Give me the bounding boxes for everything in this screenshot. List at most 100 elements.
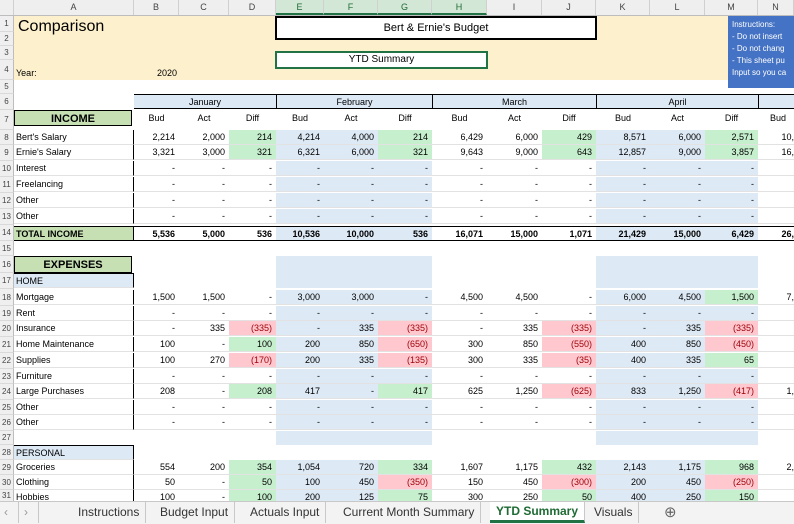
value-cell[interactable]: - bbox=[432, 321, 487, 336]
value-cell[interactable]: 850 bbox=[650, 337, 705, 352]
value-cell[interactable]: - bbox=[134, 306, 179, 321]
value-cell[interactable]: - bbox=[134, 193, 179, 208]
value-cell[interactable]: 625 bbox=[432, 384, 487, 399]
diff-cell[interactable]: 50 bbox=[229, 475, 276, 490]
row-label[interactable]: Insurance bbox=[14, 321, 134, 336]
row-header[interactable]: 22 bbox=[0, 353, 14, 369]
value-cell[interactable]: - bbox=[324, 369, 378, 384]
row-header[interactable]: 5 bbox=[0, 80, 14, 94]
diff-cell[interactable]: - bbox=[542, 369, 596, 384]
value-cell[interactable]: 9,000 bbox=[650, 145, 705, 160]
value-cell[interactable]: 1,500 bbox=[179, 290, 229, 305]
value-cell[interactable]: - bbox=[432, 369, 487, 384]
diff-cell[interactable]: 100 bbox=[229, 337, 276, 352]
column-header-c[interactable]: C bbox=[179, 0, 229, 15]
row-header[interactable]: 10 bbox=[0, 161, 14, 177]
value-cell[interactable]: - bbox=[276, 415, 324, 430]
column-header-k[interactable]: K bbox=[596, 0, 650, 15]
diff-cell[interactable]: - bbox=[542, 209, 596, 224]
column-header-m[interactable]: M bbox=[705, 0, 758, 15]
value-cell[interactable]: - bbox=[432, 306, 487, 321]
value-cell[interactable]: 10, bbox=[758, 130, 794, 145]
row-header[interactable]: 26 bbox=[0, 415, 14, 431]
value-cell[interactable]: - bbox=[650, 161, 705, 176]
diff-cell[interactable]: 536 bbox=[378, 226, 432, 241]
row-label[interactable]: Supplies bbox=[14, 353, 134, 368]
value-cell[interactable]: - bbox=[324, 209, 378, 224]
value-cell[interactable]: 10,000 bbox=[324, 226, 378, 241]
value-cell[interactable]: 150 bbox=[432, 475, 487, 490]
value-cell[interactable]: - bbox=[487, 193, 542, 208]
diff-cell[interactable]: - bbox=[542, 177, 596, 192]
diff-cell[interactable]: 334 bbox=[378, 460, 432, 475]
scroll-left-icon[interactable]: ‹ bbox=[0, 502, 19, 523]
diff-cell[interactable]: - bbox=[229, 415, 276, 430]
diff-cell[interactable]: (250) bbox=[705, 475, 758, 490]
value-cell[interactable]: 16,071 bbox=[432, 226, 487, 241]
diff-cell[interactable]: - bbox=[229, 400, 276, 415]
value-cell[interactable]: - bbox=[134, 177, 179, 192]
row-label[interactable]: Interest bbox=[14, 161, 134, 176]
row-header[interactable]: 11 bbox=[0, 177, 14, 193]
value-cell[interactable] bbox=[758, 369, 794, 384]
sub-header-cell[interactable]: Act bbox=[670, 113, 684, 123]
diff-cell[interactable]: - bbox=[705, 193, 758, 208]
value-cell[interactable] bbox=[758, 209, 794, 224]
diff-cell[interactable]: - bbox=[378, 193, 432, 208]
value-cell[interactable]: 1,175 bbox=[487, 460, 542, 475]
diff-cell[interactable]: - bbox=[705, 400, 758, 415]
value-cell[interactable]: - bbox=[487, 369, 542, 384]
diff-cell[interactable]: - bbox=[378, 290, 432, 305]
diff-cell[interactable]: (650) bbox=[378, 337, 432, 352]
value-cell[interactable]: - bbox=[487, 177, 542, 192]
diff-cell[interactable]: - bbox=[705, 369, 758, 384]
sub-header-cell[interactable]: Diff bbox=[398, 113, 412, 123]
row-header[interactable]: 12 bbox=[0, 193, 14, 209]
value-cell[interactable]: 850 bbox=[487, 337, 542, 352]
tab-actuals-input[interactable]: Actuals Input bbox=[244, 502, 327, 523]
month-april[interactable]: April bbox=[596, 94, 758, 109]
value-cell[interactable]: - bbox=[179, 369, 229, 384]
diff-cell[interactable]: - bbox=[542, 400, 596, 415]
value-cell[interactable]: 335 bbox=[650, 353, 705, 368]
diff-cell[interactable]: (335) bbox=[378, 321, 432, 336]
diff-cell[interactable]: - bbox=[229, 209, 276, 224]
value-cell[interactable]: 9,643 bbox=[432, 145, 487, 160]
diff-cell[interactable]: (335) bbox=[229, 321, 276, 336]
value-cell[interactable]: - bbox=[179, 475, 229, 490]
diff-cell[interactable]: 417 bbox=[378, 384, 432, 399]
month-may-partial[interactable] bbox=[758, 94, 794, 109]
value-cell[interactable]: 417 bbox=[276, 384, 324, 399]
row-label[interactable]: Freelancing bbox=[14, 177, 134, 192]
value-cell[interactable]: 208 bbox=[134, 384, 179, 399]
diff-cell[interactable]: 214 bbox=[378, 130, 432, 145]
value-cell[interactable] bbox=[758, 475, 794, 490]
value-cell[interactable]: 3,000 bbox=[324, 290, 378, 305]
row-header[interactable]: 9 bbox=[0, 145, 14, 161]
sub-header-cell[interactable]: Bud bbox=[769, 113, 786, 123]
value-cell[interactable]: 4,214 bbox=[276, 130, 324, 145]
sub-header-cell[interactable]: Bud bbox=[148, 113, 165, 123]
row-header[interactable]: 16 bbox=[0, 256, 14, 273]
value-cell[interactable]: - bbox=[596, 415, 650, 430]
value-cell[interactable]: 100 bbox=[134, 337, 179, 352]
value-cell[interactable]: 2, bbox=[758, 460, 794, 475]
diff-cell[interactable]: 321 bbox=[378, 145, 432, 160]
value-cell[interactable]: - bbox=[596, 193, 650, 208]
value-cell[interactable]: - bbox=[324, 400, 378, 415]
sub-header-cell[interactable]: Act bbox=[507, 113, 521, 123]
value-cell[interactable]: 15,000 bbox=[650, 226, 705, 241]
sub-header-cell[interactable]: Act bbox=[344, 113, 358, 123]
diff-cell[interactable]: - bbox=[229, 306, 276, 321]
value-cell[interactable]: 4,500 bbox=[432, 290, 487, 305]
value-cell[interactable]: 6,429 bbox=[432, 130, 487, 145]
row-header[interactable]: 4 bbox=[0, 60, 14, 80]
value-cell[interactable]: - bbox=[324, 306, 378, 321]
value-cell[interactable]: - bbox=[487, 415, 542, 430]
value-cell[interactable]: - bbox=[276, 193, 324, 208]
ytd-summary-cell[interactable]: YTD Summary bbox=[275, 51, 488, 69]
value-cell[interactable]: - bbox=[179, 415, 229, 430]
sub-header-cell[interactable]: Act bbox=[197, 113, 211, 123]
value-cell[interactable]: - bbox=[276, 161, 324, 176]
diff-cell[interactable]: (300) bbox=[542, 475, 596, 490]
